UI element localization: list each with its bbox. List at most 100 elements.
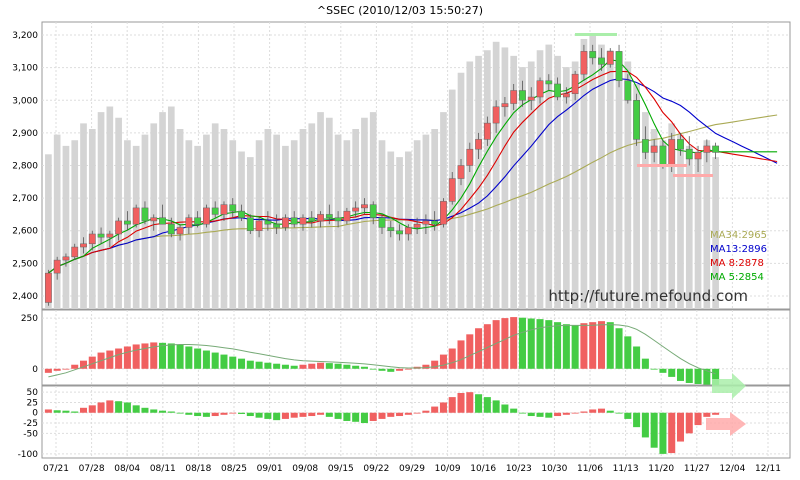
kdj-tick-label: -25 [23,419,38,429]
kdj-bar [554,412,562,417]
macd-bar [238,358,246,369]
kdj-bar [466,392,474,413]
date-tick-label: 07/21 [43,464,69,474]
kdj-bar [132,405,140,413]
macd-bar [211,352,219,369]
macd-bar [668,368,676,377]
volume-bar [510,55,518,310]
volume-bar [519,67,526,310]
candle-body [694,152,702,160]
kdj-bar [501,404,509,413]
macd-bar [712,368,720,385]
date-tick-label: 08/18 [185,464,211,474]
macd-bar [483,324,491,369]
macd-bar [475,328,483,369]
candle-body [448,178,456,202]
kdj-bar [334,412,342,419]
candle-body [659,145,667,166]
candle-body [194,217,202,225]
volume-bar [352,128,359,309]
ma8-line [48,70,778,274]
volume-bar [167,106,175,309]
volume-bar [606,50,614,310]
date-tick-label: 07/28 [79,464,105,474]
kdj-bar [457,392,465,413]
candle-body [387,227,395,231]
macd-bar [545,320,553,369]
kdj-bar [264,412,272,419]
macd-bar [448,348,456,369]
candle-body [159,217,166,225]
volume-bar [580,38,588,310]
macd-bar [88,356,96,369]
macd-bar [299,364,307,369]
kdj-bar [571,412,579,414]
kdj-bar [597,408,605,413]
volume-bar [484,50,491,310]
macd-bar [185,346,193,369]
kdj-bar [123,402,131,413]
candle-body [422,220,430,225]
macd-bar [659,368,667,373]
kdj-bar [659,412,667,454]
candle-body [220,204,228,215]
macd-signal-line [48,324,716,378]
watermark: http://future.mefound.com [548,287,748,305]
date-tick-label: 10/09 [435,464,461,474]
macd-bar [387,368,395,372]
kdj-bar [115,401,123,413]
kdj-bar [439,402,447,413]
volume-bar [633,83,640,309]
kdj-bar [229,412,237,414]
kdj-bar [650,412,658,448]
candle-body [554,83,561,98]
kdj-bar [510,408,518,413]
macd-bar [562,324,570,369]
candle-body [677,139,684,150]
macd-bar [79,360,88,369]
macd-bar [220,354,228,369]
volume-bar [492,41,500,309]
kdj-bar [167,411,175,413]
volume-bar [624,61,632,310]
candle-body [229,204,237,212]
candle-body [413,223,421,228]
kdj-bar [211,412,219,417]
kdj-bar [88,405,96,413]
candle-body [211,207,219,215]
candle-body [431,220,439,225]
macd-bar [290,365,298,369]
macd-bar [404,368,412,370]
macd-bar [255,361,263,369]
kdj-bar [79,407,88,413]
volume-bar [106,106,114,309]
price-tick-label: 2,800 [12,162,38,172]
candle-body [483,122,491,140]
candle-body [650,145,658,153]
kdj-bar [615,412,623,414]
volume-bar [694,151,702,309]
price-tick-label: 2,400 [12,292,38,302]
ma-legend: MA34:2965 MA13:2896 MA 8:2878 MA 5:2854 [710,230,767,283]
date-tick-label: 10/30 [541,464,567,474]
volume-bar [615,55,623,310]
kdj-bar [475,394,483,413]
low-marker [673,174,713,177]
candle-body [562,93,570,98]
candle-body [123,220,131,225]
macd-bar [457,340,465,369]
kdj-bar [325,412,333,417]
volume-bar [457,72,465,309]
kdj-bar [360,412,368,424]
macd-bar [334,363,342,369]
volume-bar [712,157,719,309]
macd-bar [466,334,474,369]
date-tick-label: 08/25 [221,464,247,474]
candle-body [510,90,518,104]
kdj-bar [378,412,386,419]
kdj-bar [589,409,597,413]
kdj-tick-label: -50 [23,429,38,439]
macd-bar [685,368,693,383]
macd-bar [71,364,79,369]
macd-bar [273,363,281,369]
